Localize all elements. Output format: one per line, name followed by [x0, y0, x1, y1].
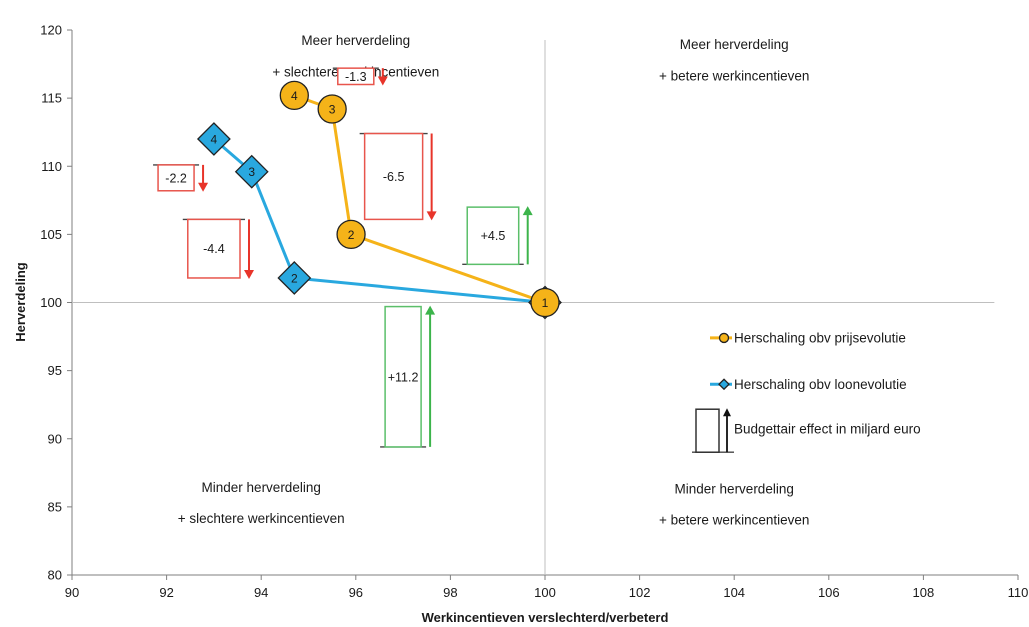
quadrant-bottom-left-line2: + slechtere werkincentieven — [178, 511, 345, 526]
legend: Herschaling obv prijsevolutie Herschaling… — [692, 330, 921, 453]
x-tick-label: 110 — [1008, 585, 1029, 600]
y-axis-title: Herverdeling — [13, 262, 28, 342]
budget-box — [337, 67, 375, 86]
y-tick-label: 120 — [40, 23, 62, 38]
x-tick-label: 102 — [629, 585, 651, 600]
x-tick-label: 96 — [349, 585, 363, 600]
quadrant-bottom-right-line1: Minder herverdeling — [675, 481, 794, 496]
quadrant-bottom-right-line2: + betere werkincentieven — [659, 513, 809, 528]
legend-swatch-marker — [718, 332, 730, 344]
legend-swatch-marker — [718, 378, 730, 391]
x-tick-label: 90 — [65, 585, 79, 600]
budget-effect: -4.4 — [182, 218, 255, 279]
budget-effect: -1.3 — [332, 67, 388, 86]
quadrant-labels: Meer herverdeling + slechtere werkincenti… — [178, 33, 810, 528]
legend-box — [695, 408, 720, 453]
series-0-marker — [317, 94, 347, 124]
x-tick-label: 92 — [159, 585, 173, 600]
budget-effect: +4.5 — [462, 206, 533, 266]
legend-label: Budgettair effect in miljard euro — [734, 422, 921, 437]
series-0-point-label: 2 — [348, 228, 355, 242]
budget-box — [187, 218, 241, 279]
legend-label: Herschaling obv loonevolutie — [734, 377, 907, 392]
series-line-1 — [212, 137, 546, 304]
budget-label: -1.3 — [345, 70, 367, 84]
series-points-0: 1 2 3 4 — [279, 80, 560, 318]
series-line-0 — [293, 93, 546, 304]
budget-arrow-head — [426, 211, 437, 221]
y-tick-label: 95 — [48, 363, 62, 378]
series-0-marker — [279, 80, 309, 111]
series-layer: 12341234 — [196, 80, 562, 320]
axes: 90 92 94 96 98 100 102 104 106 108 110 80 85 90 95 100 1… — [40, 23, 1028, 601]
x-tick-label: 98 — [443, 585, 457, 600]
budget-arrow-head — [522, 206, 533, 216]
quadrant-top-right-line1: Meer herverdeling — [680, 37, 789, 52]
series-0-marker — [530, 287, 560, 318]
y-tick-label: 85 — [48, 499, 62, 514]
budget-label: -4.4 — [203, 242, 225, 256]
series-0-point-label: 1 — [542, 296, 549, 310]
budget-box — [466, 206, 520, 266]
series-1-point-label: 4 — [211, 133, 218, 147]
x-tick-label: 100 — [534, 585, 556, 600]
x-tick-label: 106 — [818, 585, 840, 600]
series-1-point-label: 3 — [248, 165, 255, 179]
x-axis-title: Werkincentieven verslechterd/verbeterd — [422, 610, 669, 625]
quadrant-top-right-line2: + betere werkincentieven — [659, 68, 809, 83]
series-1-point-label: 2 — [291, 271, 298, 285]
y-tick-label: 90 — [48, 431, 62, 446]
budget-label: -6.5 — [383, 170, 405, 184]
budget-box — [363, 132, 424, 221]
series-0-point-label: 3 — [329, 103, 336, 117]
y-tick-label: 105 — [40, 227, 62, 242]
budget-box — [384, 305, 422, 448]
legend-label: Herschaling obv prijsevolutie — [734, 330, 906, 345]
quadrant-bottom-left-line1: Minder herverdeling — [202, 480, 321, 495]
budget-effects: +11.2 +4.5 -6.5 -4.4 -2.2 -1.3 — [153, 67, 533, 448]
budget-arrow-head — [244, 269, 255, 279]
budget-label: +11.2 — [388, 370, 419, 384]
x-tick-label: 94 — [254, 585, 268, 600]
x-tick-label: 108 — [913, 585, 935, 600]
y-tick-label: 100 — [40, 295, 62, 310]
legend-arrow-head — [723, 408, 731, 417]
budget-box — [157, 164, 195, 192]
series-1-marker — [277, 261, 312, 295]
legend-item: Herschaling obv prijsevolutie — [710, 330, 906, 345]
series-1-marker — [234, 154, 269, 189]
legend-item: Herschaling obv loonevolutie — [710, 377, 907, 392]
budget-effect: -6.5 — [359, 132, 437, 221]
y-tick-label: 80 — [48, 568, 62, 583]
series-1-marker — [196, 122, 231, 156]
budget-label: -2.2 — [165, 171, 187, 185]
budget-arrow-head — [377, 76, 388, 86]
y-tick-label: 110 — [41, 159, 62, 174]
budget-effect: +11.2 — [380, 305, 436, 448]
budget-arrow-head — [425, 305, 436, 315]
x-tick-label: 104 — [723, 585, 745, 600]
budget-arrow-head — [198, 182, 209, 192]
legend-item: Budgettair effect in miljard euro — [692, 408, 921, 453]
series-0-point-label: 4 — [291, 89, 298, 103]
budget-label: +4.5 — [481, 229, 506, 243]
quadrant-top-left-line1: Meer herverdeling — [301, 33, 410, 48]
y-tick-label: 115 — [41, 91, 62, 106]
budget-effect: -2.2 — [153, 164, 209, 192]
series-0-marker — [336, 219, 366, 250]
